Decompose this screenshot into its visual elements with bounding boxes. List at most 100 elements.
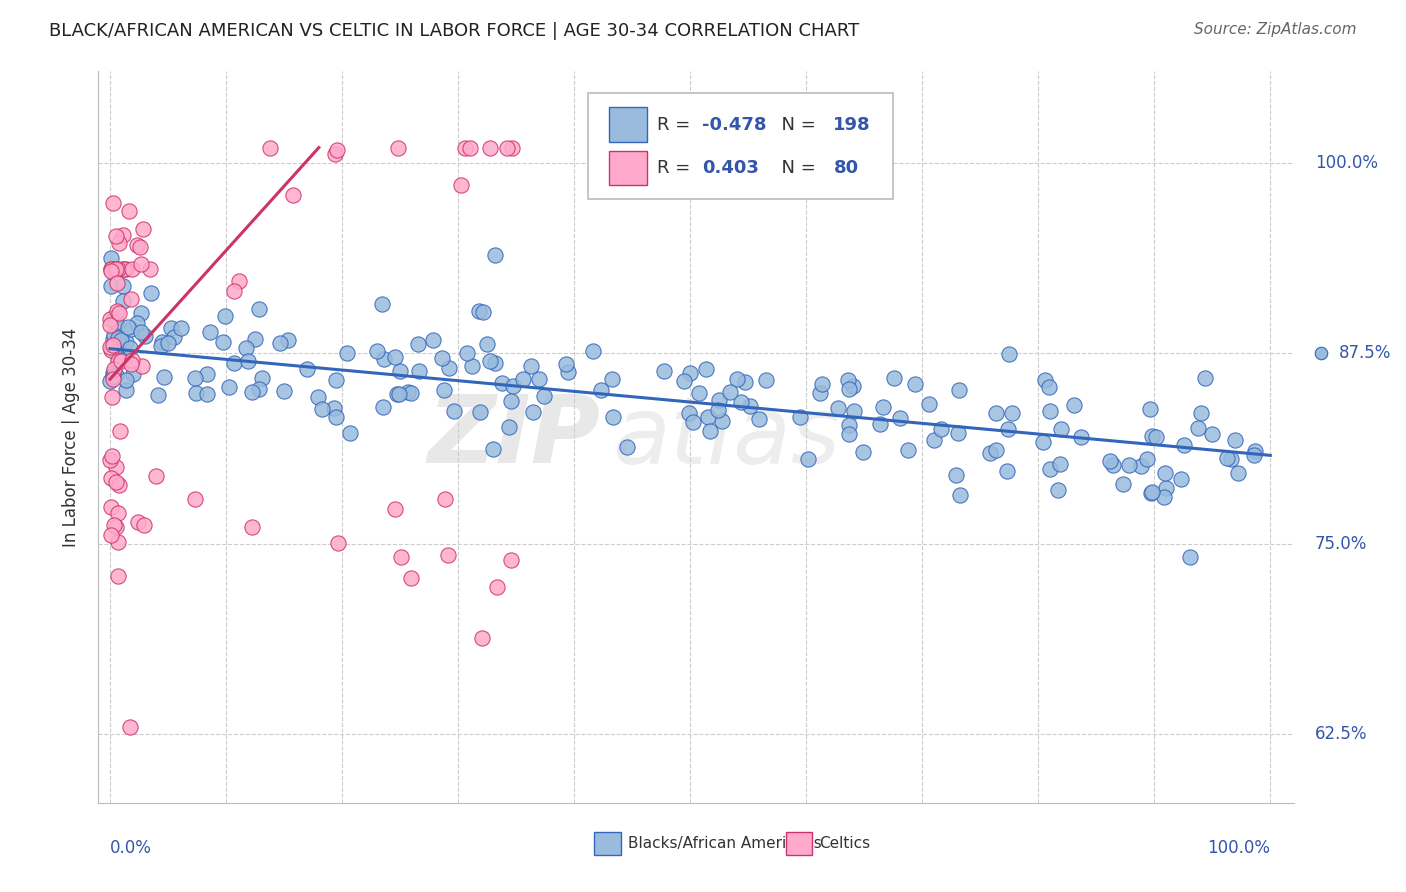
Point bbox=[1140, 484, 1163, 499]
Point bbox=[491, 376, 513, 391]
Point bbox=[198, 325, 221, 339]
Point bbox=[678, 406, 700, 420]
Point bbox=[997, 422, 1019, 436]
Point bbox=[1187, 421, 1209, 435]
Point bbox=[437, 549, 460, 563]
Point bbox=[433, 491, 456, 506]
Bar bbox=[595, 832, 620, 855]
Point bbox=[121, 353, 143, 368]
Point bbox=[396, 385, 419, 400]
Point bbox=[103, 369, 125, 384]
Point bbox=[1194, 371, 1216, 385]
Point bbox=[145, 468, 167, 483]
Point bbox=[1063, 398, 1085, 412]
Point bbox=[118, 720, 141, 734]
Point bbox=[100, 375, 122, 389]
Point bbox=[388, 364, 411, 378]
Point bbox=[325, 143, 347, 157]
Text: 198: 198 bbox=[834, 116, 872, 134]
Point bbox=[118, 341, 141, 355]
Point bbox=[949, 488, 972, 502]
Point bbox=[323, 401, 346, 415]
Point bbox=[157, 336, 180, 351]
Point bbox=[108, 236, 131, 251]
Point bbox=[110, 353, 132, 368]
Point bbox=[1001, 406, 1024, 420]
Point bbox=[422, 334, 444, 348]
Point bbox=[1216, 451, 1239, 466]
Point bbox=[104, 262, 127, 277]
Point bbox=[1136, 451, 1159, 466]
Point bbox=[184, 491, 207, 506]
Point bbox=[979, 446, 1001, 460]
Point bbox=[738, 399, 761, 413]
Point bbox=[616, 440, 638, 454]
Point bbox=[277, 333, 299, 347]
Point bbox=[454, 140, 477, 154]
Point bbox=[105, 304, 128, 318]
Point bbox=[929, 422, 952, 436]
Point bbox=[1032, 435, 1054, 450]
Point bbox=[240, 519, 263, 533]
Point bbox=[132, 517, 155, 532]
Point bbox=[384, 350, 406, 364]
Point bbox=[336, 346, 359, 360]
Point bbox=[104, 459, 127, 474]
Point bbox=[672, 374, 695, 388]
Point bbox=[520, 359, 543, 373]
Point bbox=[554, 357, 576, 371]
Point bbox=[430, 351, 453, 365]
Point bbox=[582, 343, 605, 358]
Point bbox=[118, 204, 141, 219]
Point bbox=[872, 400, 894, 414]
Point bbox=[325, 410, 347, 425]
Point bbox=[1129, 458, 1152, 473]
Point bbox=[122, 367, 145, 381]
Point bbox=[1153, 490, 1175, 504]
Point bbox=[325, 373, 347, 387]
Point bbox=[129, 240, 152, 254]
Point bbox=[100, 264, 122, 278]
Point bbox=[146, 388, 169, 402]
Point bbox=[797, 452, 820, 467]
Point bbox=[195, 386, 218, 401]
Point bbox=[883, 371, 905, 385]
Point bbox=[107, 353, 129, 368]
Point bbox=[100, 343, 122, 357]
Point bbox=[499, 394, 522, 409]
Point bbox=[104, 475, 127, 490]
Point bbox=[682, 415, 704, 429]
Point bbox=[103, 361, 125, 376]
Point bbox=[389, 549, 412, 564]
Point bbox=[837, 373, 859, 387]
Point bbox=[437, 360, 460, 375]
Point bbox=[311, 401, 333, 416]
Point bbox=[471, 305, 494, 319]
Text: Celtics: Celtics bbox=[820, 837, 870, 851]
Point bbox=[283, 188, 305, 202]
Text: 0.0%: 0.0% bbox=[110, 839, 152, 857]
Point bbox=[501, 140, 523, 154]
Point bbox=[384, 502, 406, 516]
Point bbox=[842, 404, 865, 418]
Point bbox=[101, 338, 124, 352]
Point bbox=[103, 517, 125, 532]
Point bbox=[240, 384, 263, 399]
Point bbox=[107, 506, 129, 520]
Point bbox=[150, 339, 173, 353]
Point bbox=[1047, 483, 1070, 497]
Point bbox=[222, 284, 245, 298]
Point bbox=[479, 353, 502, 368]
Point bbox=[496, 140, 519, 154]
Point bbox=[250, 370, 273, 384]
Point bbox=[1201, 426, 1223, 441]
Point bbox=[512, 372, 534, 386]
Point bbox=[889, 411, 911, 425]
Point bbox=[468, 303, 491, 318]
Point bbox=[100, 251, 122, 265]
Point bbox=[869, 417, 891, 432]
Text: Blacks/African Americans: Blacks/African Americans bbox=[628, 837, 821, 851]
Point bbox=[105, 262, 128, 277]
Point bbox=[1244, 444, 1267, 458]
Point bbox=[1170, 471, 1192, 485]
